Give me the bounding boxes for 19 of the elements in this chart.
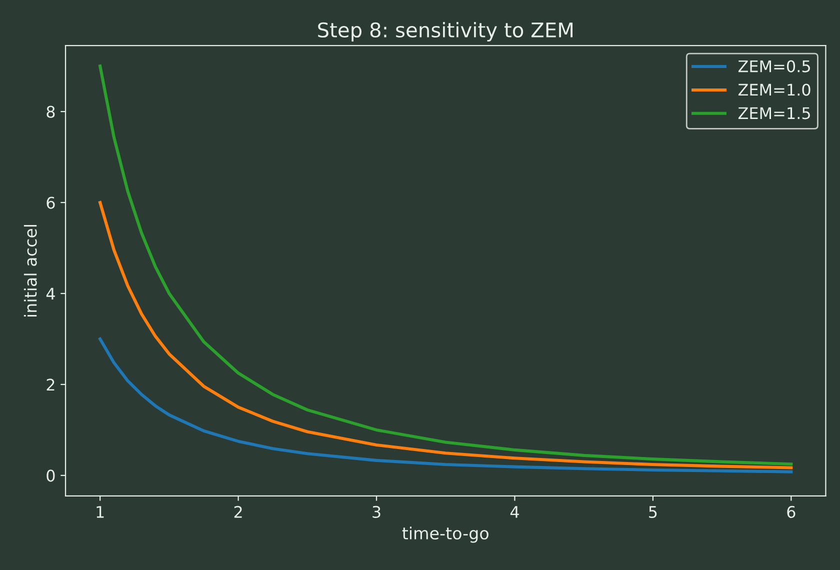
y-tick-label: 4 bbox=[46, 288, 55, 300]
line-series bbox=[98, 200, 793, 470]
x-axis-title: time-to-go bbox=[402, 526, 488, 543]
x-tick-label: 1 bbox=[96, 506, 104, 518]
legend-label: ZEM=0.5 bbox=[738, 60, 810, 72]
y-tick-label: 8 bbox=[46, 106, 55, 118]
legend-label: ZEM=1.0 bbox=[738, 84, 810, 96]
line-series bbox=[98, 337, 793, 474]
y-tick-label: 6 bbox=[46, 196, 55, 209]
x-tick-label: 6 bbox=[787, 506, 796, 518]
y-tick-label: 0 bbox=[46, 470, 55, 482]
legend-label: ZEM=1.5 bbox=[738, 107, 810, 120]
x-tick-label: 3 bbox=[372, 506, 380, 518]
x-tick-label: 2 bbox=[234, 506, 242, 518]
y-tick-label: 2 bbox=[46, 378, 54, 391]
chart-title: Step 8: sensitivity to ZEM bbox=[318, 22, 573, 42]
x-tick-label: 5 bbox=[649, 506, 657, 518]
x-tick-label: 4 bbox=[510, 506, 519, 518]
y-axis-title: initial accel bbox=[24, 225, 37, 316]
